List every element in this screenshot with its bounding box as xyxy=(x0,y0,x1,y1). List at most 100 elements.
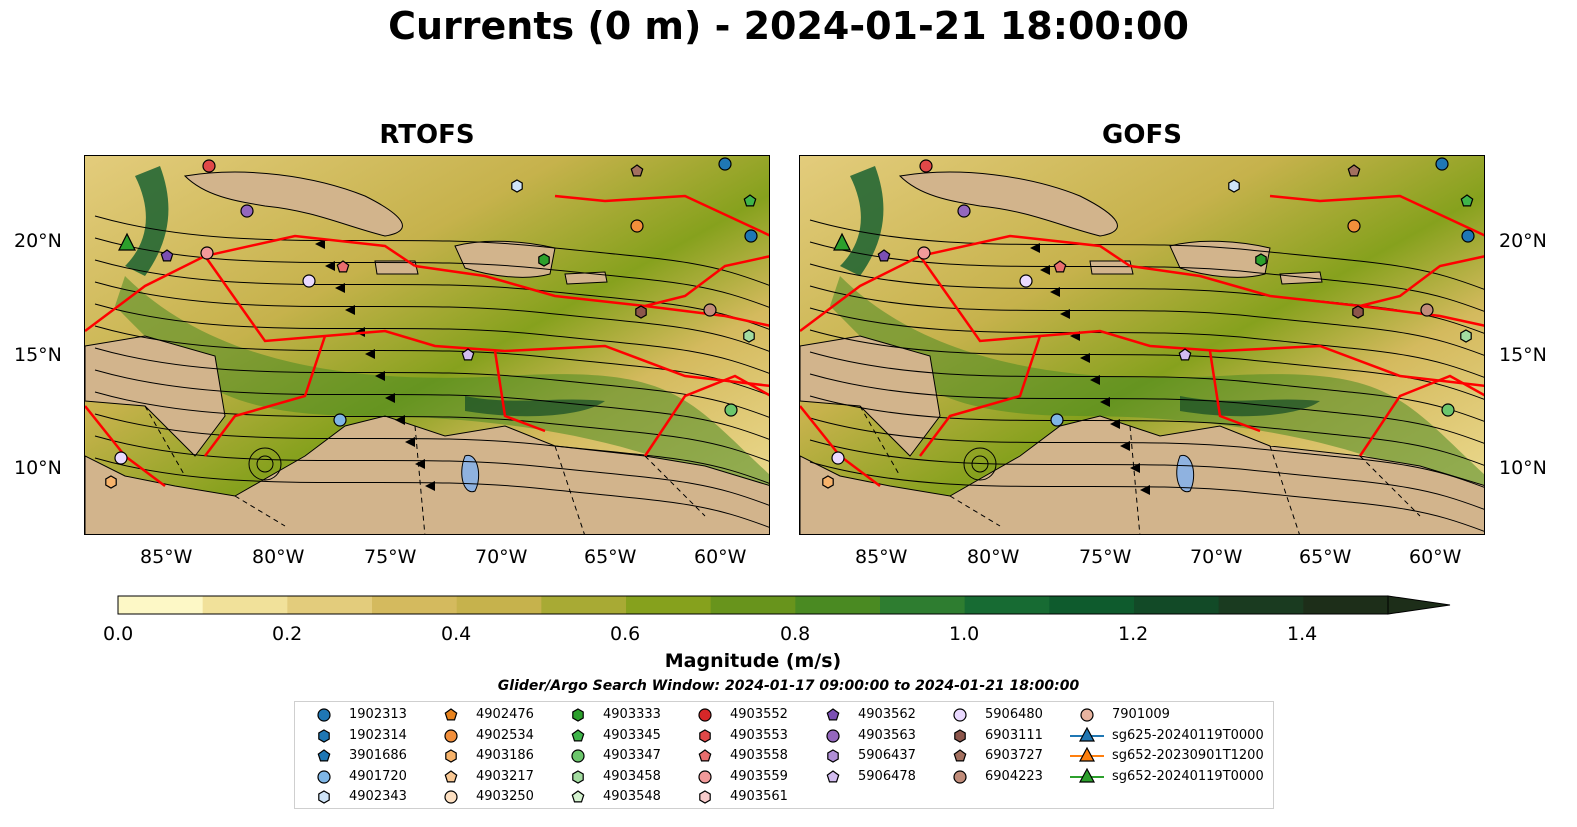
glider-marker xyxy=(118,232,136,251)
streamline-arrow xyxy=(405,437,415,447)
eez-boundary xyxy=(644,255,769,308)
jamaica-land xyxy=(374,260,419,275)
float-marker xyxy=(202,159,216,173)
rtofs-map-canvas xyxy=(85,156,769,534)
country-border xyxy=(1269,445,1300,534)
float-marker xyxy=(240,204,254,218)
legend-marker-icon xyxy=(698,769,712,784)
hispaniola-land xyxy=(454,240,556,278)
streamline-arrow xyxy=(1100,397,1110,407)
legend-label: 4902534 xyxy=(476,727,534,743)
float-marker xyxy=(444,790,458,804)
figure-title: Currents (0 m) - 2024-01-21 18:00:00 xyxy=(388,4,1189,48)
float-marker xyxy=(336,260,350,273)
legend-marker-icon xyxy=(444,728,458,743)
legend-marker-icon xyxy=(444,708,458,721)
puerto-rico-land xyxy=(564,271,608,285)
float-marker xyxy=(718,157,732,171)
legend-label: 6903727 xyxy=(985,748,1043,763)
float-marker xyxy=(1460,194,1474,207)
float-marker xyxy=(461,348,475,361)
float-marker xyxy=(919,159,933,173)
legend-label: sg625-20240119T0000 xyxy=(1112,727,1264,743)
legend-marker-icon xyxy=(954,728,966,743)
streamline-arrow xyxy=(1030,243,1040,253)
streamline xyxy=(809,329,1484,400)
cuba-land xyxy=(898,171,1118,237)
legend-label: 4902476 xyxy=(476,707,534,722)
y-tick-label-right: 10°N xyxy=(1499,457,1547,479)
streamline xyxy=(809,373,1484,444)
x-tick-label-right: 70°W xyxy=(1190,546,1243,568)
country-border xyxy=(234,495,286,527)
legend-label: 4903333 xyxy=(603,707,661,722)
float-marker xyxy=(1420,303,1434,317)
legend-label: 4903558 xyxy=(730,748,788,763)
float-marker xyxy=(1080,708,1094,722)
float-marker xyxy=(160,249,174,262)
eez-boundary xyxy=(85,234,416,332)
country-border xyxy=(949,495,1001,527)
legend-marker-icon xyxy=(699,790,711,804)
float-marker xyxy=(917,246,931,260)
streamline xyxy=(94,215,769,286)
eddy-streamline xyxy=(248,447,282,481)
streamline xyxy=(809,307,1484,378)
eez-boundary xyxy=(918,255,1484,388)
legend-marker-icon xyxy=(826,728,840,743)
streamline xyxy=(94,347,769,418)
eez-boundary xyxy=(919,335,1042,457)
float-marker xyxy=(318,728,330,743)
streamline xyxy=(809,395,1484,466)
float-marker xyxy=(699,728,711,743)
x-tick-label-right: 65°W xyxy=(1299,546,1352,568)
eez-boundary xyxy=(493,350,546,433)
colorbar-segment xyxy=(1134,596,1220,614)
streamline-arrow xyxy=(345,305,355,315)
float-marker xyxy=(1435,157,1449,171)
legend-marker-icon xyxy=(827,749,839,763)
eddy-streamline xyxy=(963,447,997,481)
streamline-arrow xyxy=(1130,463,1140,473)
streamline xyxy=(809,351,1484,422)
eez-boundary xyxy=(204,335,327,457)
eez-boundary xyxy=(203,255,769,388)
colorbar-tick-label: 1.2 xyxy=(1118,623,1149,645)
legend-label: 4903562 xyxy=(858,707,916,722)
colorbar-segment xyxy=(1049,596,1135,614)
float-marker xyxy=(698,769,712,784)
legend-marker-icon xyxy=(826,769,840,782)
rtofs-map[interactable] xyxy=(84,155,770,535)
colorbar-segment xyxy=(1218,596,1304,614)
x-tick-label-left: 70°W xyxy=(475,546,528,568)
legend-triangle xyxy=(1078,726,1096,742)
streamline-arrow xyxy=(1140,485,1150,495)
streamline xyxy=(94,303,769,374)
colorbar-segment xyxy=(118,596,204,614)
streamline-arrow xyxy=(375,371,385,381)
gofs-map[interactable] xyxy=(799,155,1485,535)
colorbar-segment xyxy=(202,596,288,614)
float-marker xyxy=(1019,274,1033,288)
float-marker xyxy=(318,790,330,804)
float-marker xyxy=(1053,260,1067,273)
float-marker xyxy=(957,204,971,218)
float-marker xyxy=(200,246,214,260)
streamline-arrow xyxy=(1090,375,1100,385)
legend-label: 5906437 xyxy=(858,748,916,763)
float-marker xyxy=(826,728,840,743)
country-border xyxy=(414,425,426,534)
streamline xyxy=(809,219,1484,290)
float-marker xyxy=(1178,348,1192,361)
colorbar-tick-label: 0.0 xyxy=(103,623,134,645)
lake-maracaibo xyxy=(1176,454,1195,493)
float-marker xyxy=(953,749,967,762)
legend-label: 1902314 xyxy=(349,727,407,743)
colorbar-tick-label: 0.4 xyxy=(441,623,472,645)
float-marker xyxy=(953,708,967,722)
float-marker xyxy=(1228,179,1240,193)
streamline-arrow xyxy=(1080,353,1090,363)
colorbar-segment xyxy=(287,596,373,614)
streamline xyxy=(809,241,1484,312)
legend-marker-icon xyxy=(698,749,712,762)
